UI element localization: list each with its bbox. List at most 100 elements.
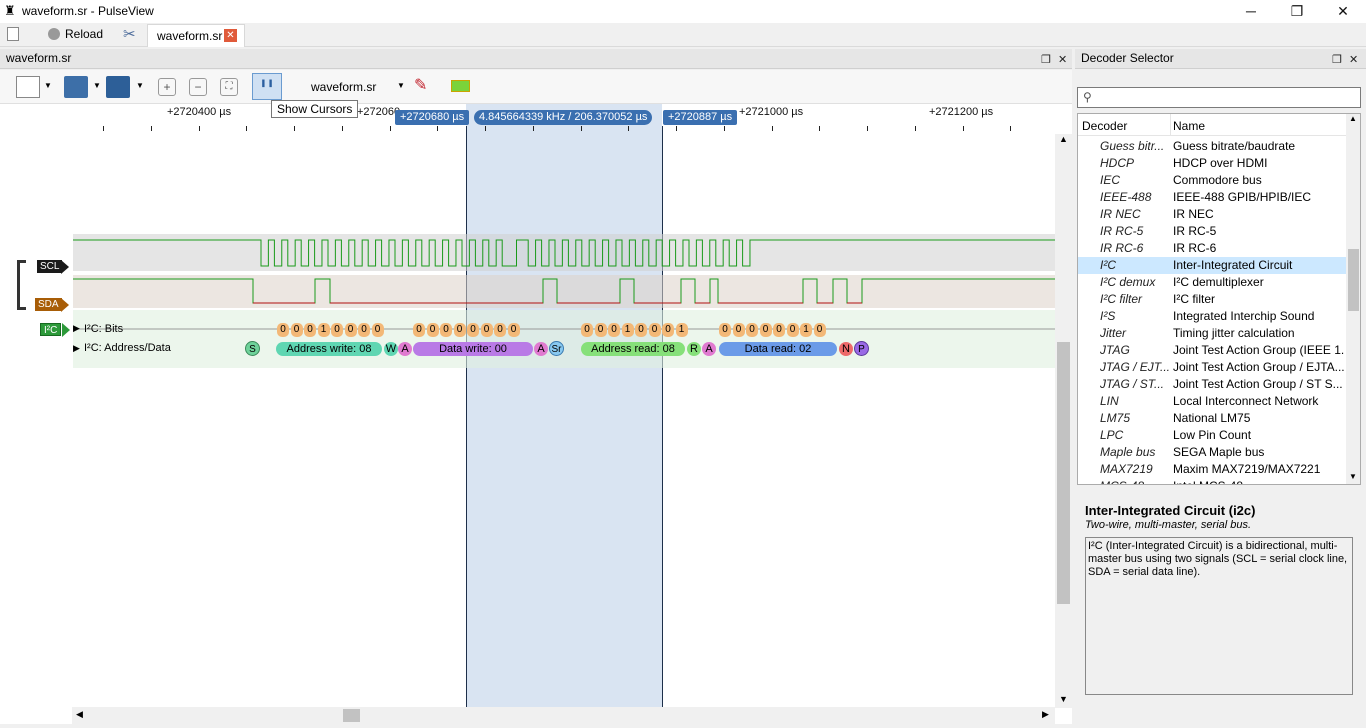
bit-annotation[interactable]: 0 <box>331 323 343 337</box>
decoder-row[interactable]: IEEE-488 IEEE-488 GPIB/HPIB/IEC <box>1078 189 1346 206</box>
session-combo[interactable]: waveform.sr <box>311 80 377 94</box>
trace-canvas[interactable] <box>0 104 1055 707</box>
add-decoder-icon[interactable] <box>451 80 470 92</box>
bit-annotation[interactable]: 0 <box>507 323 520 337</box>
bit-annotation[interactable]: 1 <box>675 323 688 337</box>
ack-annotation[interactable]: A <box>534 342 548 356</box>
decoder-row[interactable]: I²C Inter-Integrated Circuit <box>1078 257 1346 274</box>
scroll-left-icon[interactable]: ◀ <box>76 709 83 719</box>
scroll-up-icon[interactable]: ▲ <box>1059 134 1068 144</box>
new-view-icon[interactable] <box>16 76 40 98</box>
bit-annotation[interactable]: 0 <box>290 323 303 337</box>
scl-channel-label[interactable]: SCL <box>37 260 63 273</box>
chevron-down-icon[interactable]: ▼ <box>44 81 52 90</box>
sda-channel-label[interactable]: SDA <box>35 298 62 311</box>
bit-annotation[interactable]: 0 <box>746 323 758 337</box>
bit-annotation[interactable]: 0 <box>440 323 452 337</box>
decoder-row[interactable]: Maple bus SEGA Maple bus <box>1078 444 1346 461</box>
start-annotation[interactable]: S <box>245 341 260 356</box>
decoder-row[interactable]: IR RC-5 IR RC-5 <box>1078 223 1346 240</box>
decoder-row[interactable]: LIN Local Interconnect Network <box>1078 393 1346 410</box>
bit-annotation[interactable]: 0 <box>594 323 607 337</box>
decoder-row[interactable]: Guess bitr... Guess bitrate/baudrate <box>1078 138 1346 155</box>
bit-annotation[interactable]: 0 <box>358 323 370 337</box>
open-file-icon[interactable] <box>64 76 88 98</box>
decoder-row[interactable]: IR NEC IR NEC <box>1078 206 1346 223</box>
cursor-right-flag[interactable]: +2720887 µs <box>663 110 738 125</box>
zoom-in-icon[interactable]: + <box>158 78 176 96</box>
decoder-row[interactable]: JTAG / EJT... Joint Test Action Group / E… <box>1078 359 1346 376</box>
float-dock-icon[interactable]: ❐ <box>1332 54 1342 66</box>
i2c-decoder-label[interactable]: I²C <box>40 323 62 336</box>
decoder-row[interactable]: I²S Integrated Interchip Sound <box>1078 308 1346 325</box>
scroll-up-icon[interactable]: ▲ <box>1349 114 1357 123</box>
bit-annotation[interactable]: 0 <box>467 323 479 337</box>
decoder-row[interactable]: IEC Commodore bus <box>1078 172 1346 189</box>
bit-annotation[interactable]: 0 <box>581 323 593 337</box>
bit-annotation[interactable]: 0 <box>813 323 826 337</box>
decoder-row[interactable]: I²C demux I²C demultiplexer <box>1078 274 1346 291</box>
bit-annotation[interactable]: 0 <box>732 323 745 337</box>
reload-button[interactable]: Reload <box>65 27 104 41</box>
repeated-start-annotation[interactable]: Sr <box>549 341 564 356</box>
save-icon[interactable] <box>106 76 130 98</box>
minimize-button[interactable]: ─ <box>1246 3 1256 19</box>
decoder-row[interactable]: HDCP HDCP over HDMI <box>1078 155 1346 172</box>
vertical-scroll-thumb[interactable] <box>1057 342 1070 604</box>
table-scroll-thumb[interactable] <box>1348 249 1359 311</box>
bit-annotation[interactable]: 0 <box>662 323 674 337</box>
ack-annotation[interactable]: A <box>398 342 412 356</box>
close-window-button[interactable]: ✕ <box>1337 3 1349 19</box>
expand-icon[interactable]: ▶ <box>73 343 80 353</box>
column-name[interactable]: Name <box>1173 119 1206 133</box>
bit-annotation[interactable]: 0 <box>719 323 731 337</box>
settings-icon[interactable]: ✂ <box>123 26 136 43</box>
cursor-delta-flag[interactable]: 4.845664339 kHz / 206.370052 µs <box>474 110 653 125</box>
decoder-search-input[interactable]: ⚲ <box>1077 87 1361 108</box>
expand-icon[interactable]: ▶ <box>73 323 80 333</box>
bit-annotation[interactable]: 0 <box>480 323 493 337</box>
read-annotation[interactable]: R <box>687 342 701 356</box>
probe-icon[interactable]: ✎ <box>414 77 428 94</box>
session-tab[interactable]: waveform.sr ✕ <box>147 24 245 47</box>
bit-annotation[interactable]: 0 <box>648 323 661 337</box>
close-dock-icon[interactable]: ✕ <box>1349 54 1359 66</box>
bit-annotation[interactable]: 0 <box>608 323 620 337</box>
horizontal-scrollbar[interactable]: ◀ ▶ <box>72 707 1055 724</box>
bit-annotation[interactable]: 0 <box>453 323 466 337</box>
decoder-row[interactable]: LM75 National LM75 <box>1078 410 1346 427</box>
show-cursors-button[interactable]: ╹╹ <box>252 73 282 100</box>
decoder-row[interactable]: MCS-48Intel MCS-48 <box>1078 478 1346 484</box>
scroll-right-icon[interactable]: ▶ <box>1042 709 1049 719</box>
decoder-row[interactable]: LPC Low Pin Count <box>1078 427 1346 444</box>
decoder-table[interactable]: Decoder Name Guess bitr... Guess bitrate/… <box>1077 113 1361 485</box>
decoder-row[interactable]: IR RC-6 IR RC-6 <box>1078 240 1346 257</box>
vertical-scrollbar[interactable]: ▲ ▼ <box>1055 134 1072 708</box>
decoder-row[interactable]: JTAG Joint Test Action Group (IEEE 1... <box>1078 342 1346 359</box>
time-ruler[interactable]: +2720400 µs +272060 +2721000 µs +2721200… <box>0 104 1055 134</box>
table-scrollbar[interactable]: ▲ ▼ <box>1346 114 1360 484</box>
address-write-annotation[interactable]: Address write: 08 <box>276 342 382 356</box>
float-dock-icon[interactable]: ❐ <box>1041 54 1051 66</box>
stop-annotation[interactable]: P <box>854 341 869 356</box>
close-tab-icon[interactable]: ✕ <box>224 29 237 42</box>
zoom-out-icon[interactable]: − <box>189 78 207 96</box>
bit-annotation[interactable]: 0 <box>371 323 384 337</box>
column-decoder[interactable]: Decoder <box>1082 119 1128 133</box>
ack-annotation[interactable]: A <box>702 342 716 356</box>
zoom-fit-icon[interactable]: ⛶ <box>220 78 238 96</box>
bit-annotation[interactable]: 0 <box>413 323 425 337</box>
bit-annotation[interactable]: 0 <box>426 323 439 337</box>
data-read-annotation[interactable]: Data read: 02 <box>719 342 837 356</box>
decoder-row[interactable]: JTAG / ST... Joint Test Action Group / ST… <box>1078 376 1346 393</box>
cursor-left-flag[interactable]: +2720680 µs <box>395 110 470 125</box>
bit-annotation[interactable]: 1 <box>621 323 634 337</box>
nack-annotation[interactable]: N <box>839 342 853 356</box>
decoder-row[interactable]: I²C filter I²C filter <box>1078 291 1346 308</box>
data-write-annotation[interactable]: Data write: 00 <box>413 342 533 356</box>
bit-annotation[interactable]: 1 <box>317 323 330 337</box>
chevron-down-icon[interactable]: ▼ <box>136 81 144 90</box>
close-dock-icon[interactable]: ✕ <box>1058 54 1068 66</box>
bit-annotation[interactable]: 0 <box>759 323 772 337</box>
bit-annotation[interactable]: 0 <box>635 323 647 337</box>
